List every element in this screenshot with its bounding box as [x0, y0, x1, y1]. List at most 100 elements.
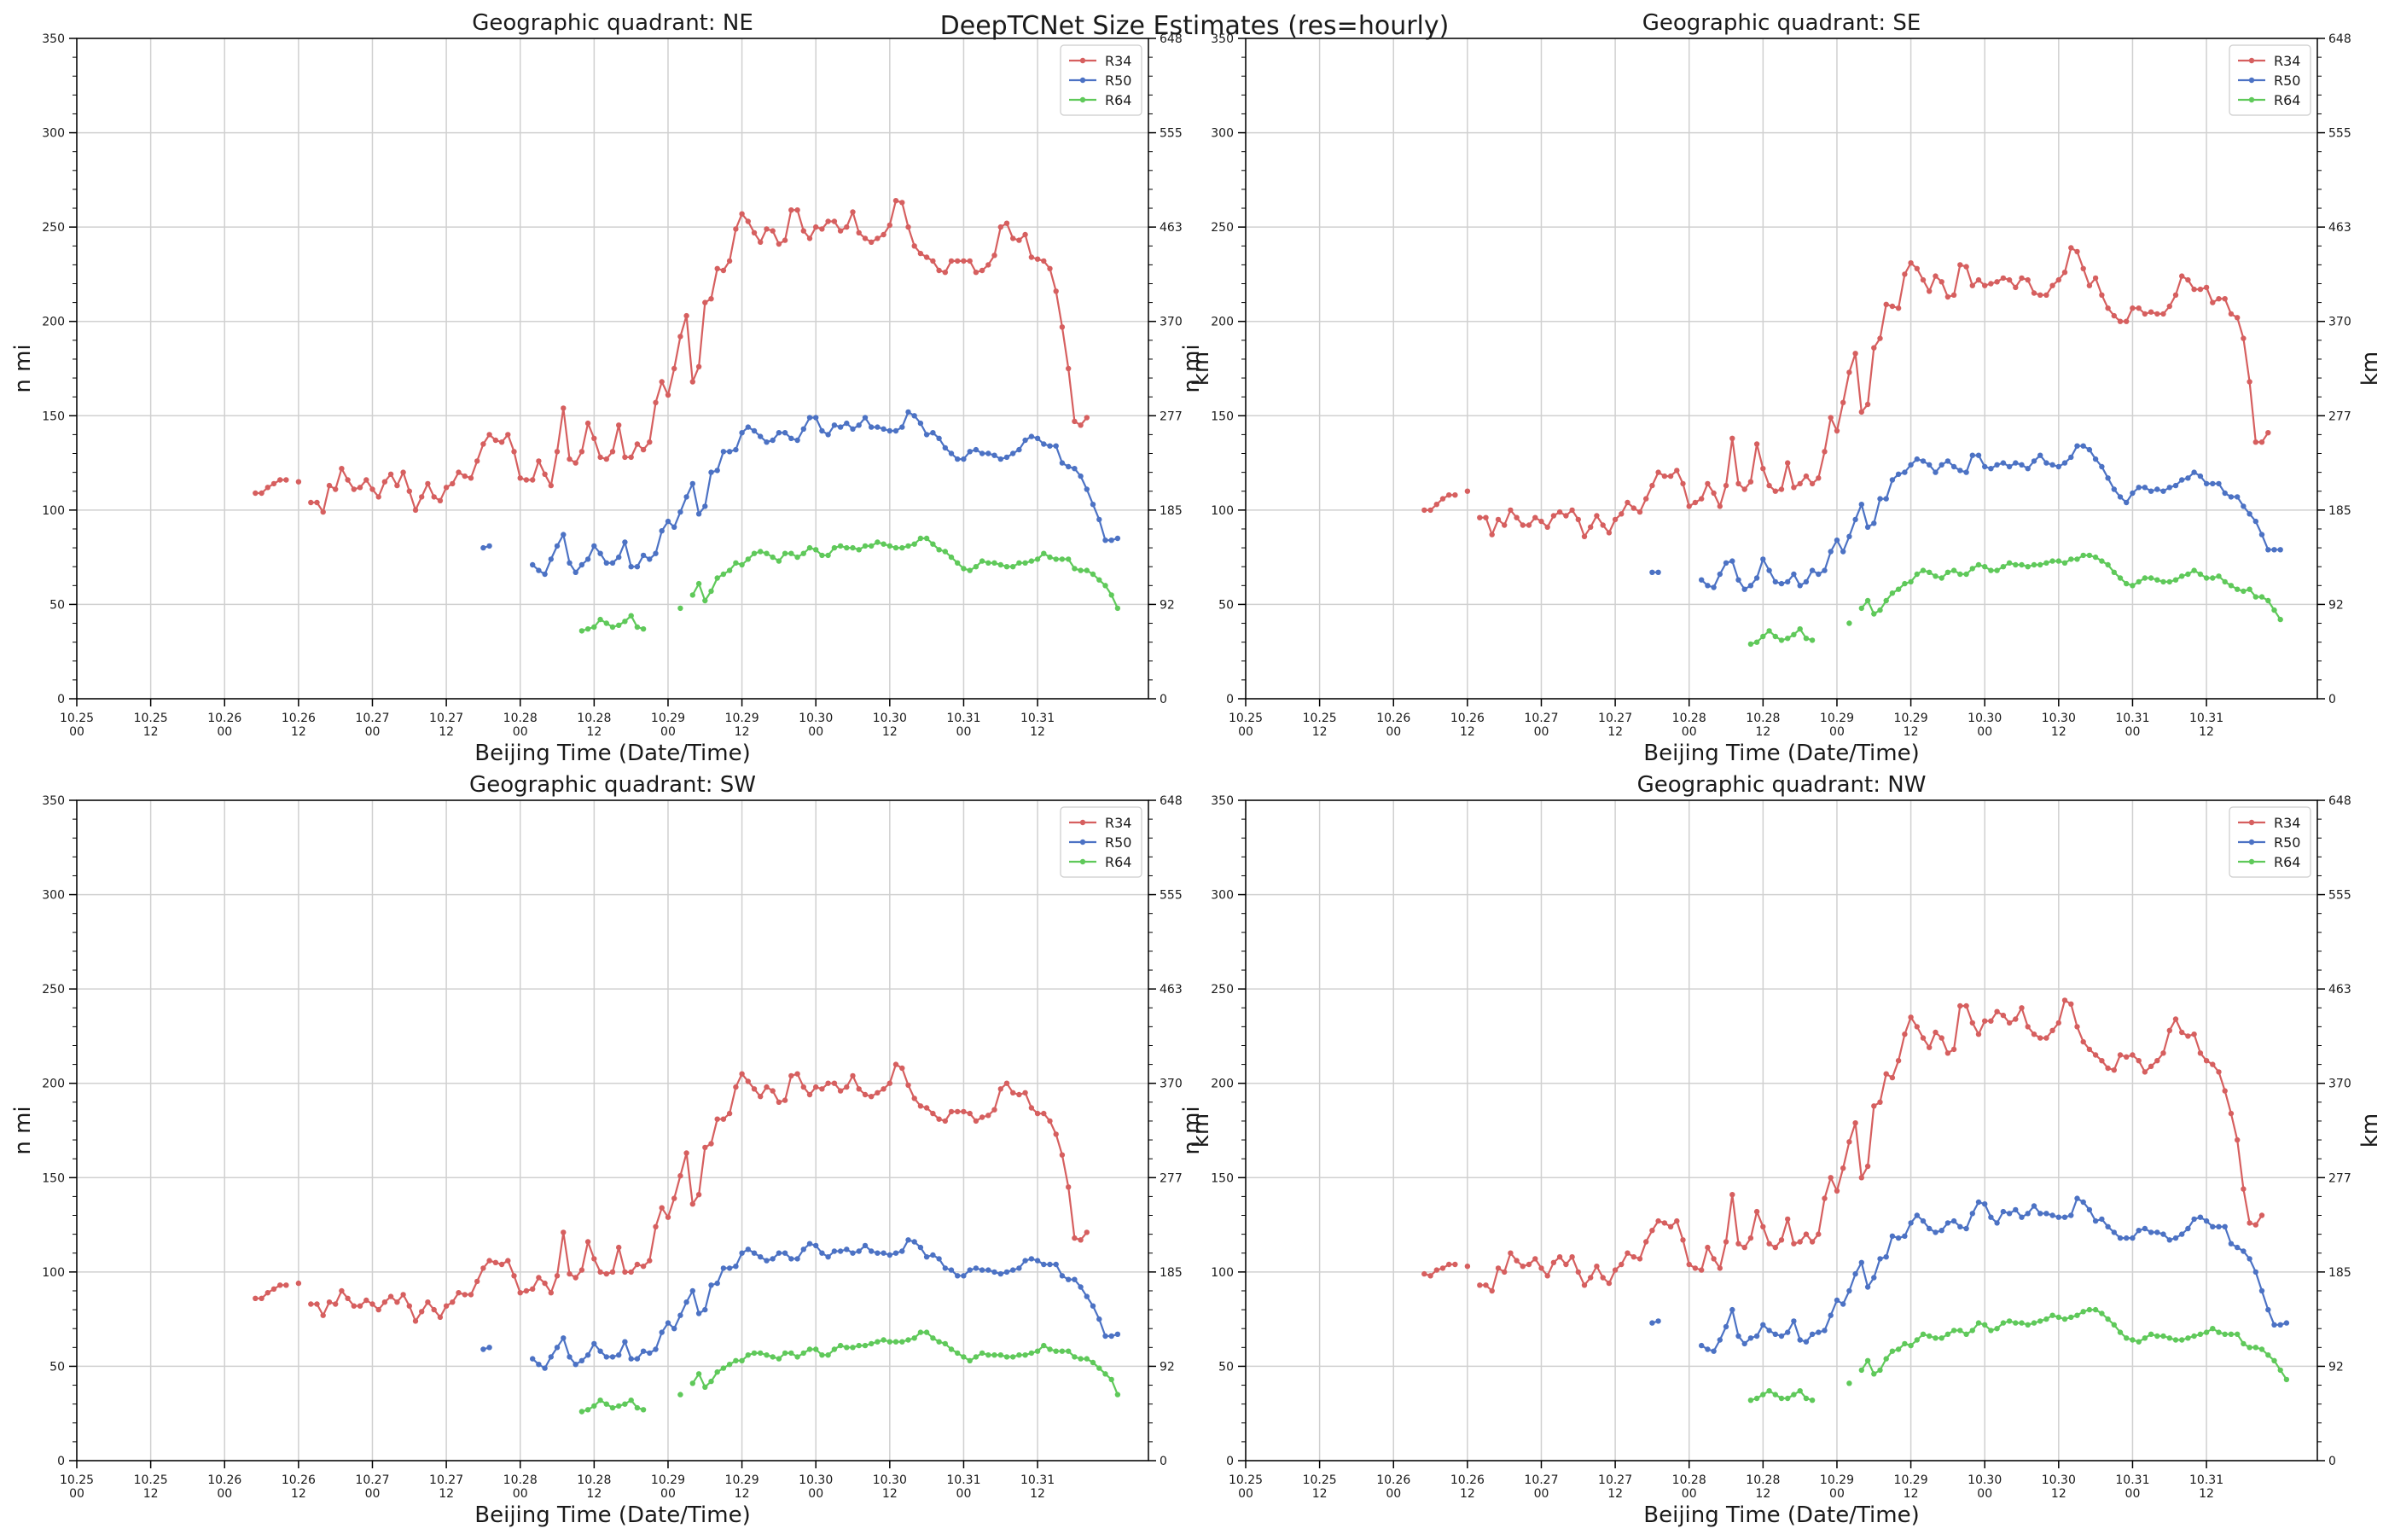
data-point	[2185, 1335, 2191, 1341]
data-point	[1939, 1228, 1944, 1234]
data-point	[1895, 305, 1902, 311]
data-point	[2117, 575, 2124, 581]
data-point	[1556, 1254, 1563, 1260]
data-point	[702, 597, 708, 604]
data-point	[647, 439, 653, 445]
data-point	[1084, 415, 1090, 421]
data-point	[837, 1088, 844, 1094]
data-point	[1699, 1267, 1705, 1273]
data-point	[2197, 571, 2204, 578]
y-tick-label: 0	[1226, 1455, 1234, 1468]
data-point	[1588, 524, 1594, 530]
data-point	[2252, 439, 2258, 445]
data-point	[603, 1401, 609, 1407]
data-point	[1041, 1342, 1047, 1349]
data-point	[776, 558, 782, 564]
data-point	[677, 334, 683, 340]
data-point	[1816, 1329, 1822, 1335]
data-point	[973, 270, 979, 276]
data-point	[788, 550, 794, 556]
data-point	[1741, 1340, 1747, 1347]
data-point	[1619, 1261, 1625, 1268]
data-point	[2216, 1223, 2222, 1230]
data-point	[899, 1065, 905, 1072]
data-point	[561, 532, 567, 538]
x-tick-label: 10.26 12	[1450, 1473, 1485, 1501]
data-point	[1096, 1316, 1102, 1322]
data-point	[1969, 452, 1975, 458]
data-point	[653, 1346, 659, 1352]
legend-marker	[1079, 858, 1086, 865]
data-point	[2247, 379, 2252, 385]
data-point	[892, 1061, 899, 1067]
data-point	[2154, 311, 2160, 317]
data-point	[1649, 1228, 1655, 1234]
data-point	[819, 1250, 825, 1256]
data-point	[1753, 639, 1760, 645]
data-point	[800, 1247, 806, 1252]
legend-label: R50	[1105, 73, 1131, 89]
data-point	[1963, 571, 1969, 578]
data-point	[1022, 1258, 1028, 1264]
data-point	[1066, 1184, 1072, 1190]
data-point	[2099, 1310, 2105, 1316]
data-point	[1667, 473, 1674, 479]
data-point	[2061, 460, 2068, 466]
data-point	[622, 1269, 628, 1276]
data-point	[973, 564, 979, 570]
data-point	[806, 235, 813, 241]
y2-tick-label: 277	[2328, 1171, 2351, 1185]
data-point	[689, 1380, 695, 1386]
data-point	[936, 267, 942, 274]
data-point	[1016, 237, 1022, 243]
data-point	[758, 549, 764, 555]
x-tick-label: 10.31 00	[2115, 712, 2149, 739]
data-point	[782, 1350, 788, 1357]
data-point	[936, 1116, 942, 1122]
data-point	[967, 258, 973, 264]
y-tick-label: 250	[42, 221, 65, 235]
series-line-r34	[1479, 999, 2263, 1293]
data-point	[745, 1352, 751, 1358]
data-point	[997, 561, 1004, 568]
data-point	[1010, 564, 1016, 570]
data-point	[2203, 1217, 2210, 1224]
data-point	[862, 235, 869, 241]
data-point	[825, 432, 831, 438]
data-point	[363, 477, 369, 483]
data-point	[2013, 1016, 2019, 1022]
data-point	[1785, 460, 1791, 466]
data-point	[351, 1303, 357, 1309]
data-point	[997, 456, 1004, 462]
data-point	[1950, 1328, 1957, 1334]
data-point	[1840, 1301, 1846, 1307]
data-point	[1858, 605, 1864, 612]
data-point	[1692, 499, 1699, 506]
data-point	[794, 437, 800, 444]
data-point	[653, 399, 659, 405]
data-point	[1705, 1244, 1711, 1251]
series-r34	[1421, 997, 2265, 1294]
data-point	[758, 433, 764, 439]
data-point	[1753, 1395, 1760, 1402]
data-point	[825, 218, 831, 224]
data-point	[1655, 1217, 1661, 1224]
data-point	[961, 1108, 967, 1115]
data-point	[1760, 556, 1766, 562]
data-point	[511, 449, 517, 455]
data-point	[1944, 569, 1951, 575]
y-tick-label: 350	[1211, 794, 1234, 808]
data-point	[764, 439, 770, 445]
data-point	[1803, 1339, 1810, 1345]
data-point	[1630, 505, 1637, 511]
y-tick-label: 0	[1226, 693, 1234, 706]
data-point	[2055, 276, 2061, 283]
data-point	[375, 494, 381, 500]
data-point	[813, 547, 819, 553]
series-r50	[1649, 1195, 2290, 1354]
data-point	[561, 1229, 567, 1235]
y2-tick-label: 370	[1160, 1078, 1183, 1091]
data-point	[474, 458, 480, 464]
data-point	[1864, 1284, 1871, 1290]
